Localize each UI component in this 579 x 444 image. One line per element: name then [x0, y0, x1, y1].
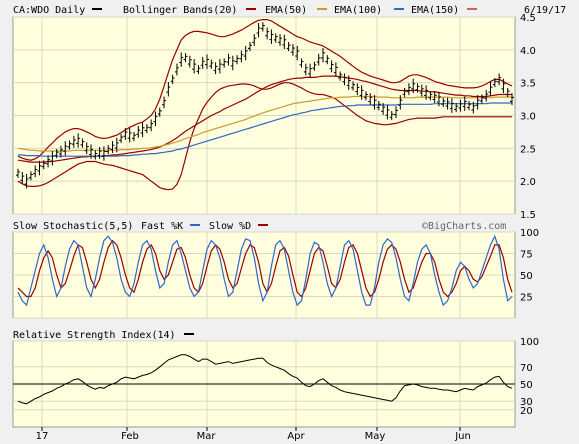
x-tick-label: May — [365, 431, 386, 442]
x-tick-label: Feb — [121, 431, 139, 442]
ema150-line — [18, 102, 512, 157]
ema100-line — [17, 95, 512, 152]
bollinger-lower-line — [17, 82, 512, 191]
legend-swatch-price — [92, 8, 102, 10]
stochastic-lines — [17, 234, 513, 307]
y-tick-label: 1.5 — [520, 210, 536, 221]
legend-swatch-bollinger — [246, 8, 256, 10]
y-tick-label: 3.5 — [520, 79, 536, 90]
legend-ema50: EMA(50) — [265, 5, 307, 16]
x-tick-label: Mar — [197, 431, 217, 442]
legend-bollinger: Bollinger Bands(20) — [123, 5, 237, 16]
rsi-title: Relative Strength Index(14) — [13, 330, 176, 341]
y-tick-label: 4.5 — [520, 13, 536, 24]
x-axis-labels: 17 Feb Mar Apr May Jun — [36, 427, 471, 442]
legend-swatch-fast-k — [190, 224, 200, 226]
y-tick-label: 4.0 — [520, 46, 536, 57]
y-tick-label: 70 — [520, 363, 533, 374]
price-bars — [16, 22, 514, 189]
legend-ema150: EMA(150) — [411, 5, 459, 16]
y-tick-label: 3.0 — [520, 112, 536, 123]
stochastic-legend: Slow Stochastic(5,5) Fast %K Slow %D ©Bi… — [13, 221, 506, 232]
y-tick-label: 30 — [520, 397, 533, 408]
bollinger-upper-line — [17, 19, 513, 161]
legend-swatch-ema150 — [467, 8, 477, 10]
price-y-axis: 1.5 2.0 2.5 3.0 3.5 4.0 4.5 — [520, 13, 536, 221]
legend-swatch-ema50 — [317, 8, 327, 10]
y-tick-label: 2.5 — [520, 144, 536, 155]
stochastic-y-axis: 25 50 75 100 — [520, 228, 539, 304]
y-tick-label: 2.0 — [520, 177, 536, 188]
price-legend: CA:WDO Daily Bollinger Bands(20) EMA(50)… — [13, 5, 566, 16]
x-tick-label: Jun — [454, 431, 471, 442]
y-tick-label: 20 — [520, 406, 533, 417]
legend-ema100: EMA(100) — [334, 5, 382, 16]
y-tick-label: 25 — [520, 293, 533, 304]
price-panel: 1.5 2.0 2.5 3.0 3.5 4.0 4.5 — [12, 13, 536, 221]
rsi-legend: Relative Strength Index(14) — [13, 330, 194, 341]
x-tick-label: 17 — [36, 431, 49, 442]
x-tick-label: Apr — [287, 431, 305, 442]
legend-slow-d: Slow %D — [209, 221, 251, 232]
y-tick-label: 100 — [520, 228, 539, 239]
price-lines — [17, 19, 513, 191]
symbol-label: CA:WDO Daily — [13, 5, 85, 16]
legend-swatch-ema100 — [394, 8, 404, 10]
y-tick-label: 75 — [520, 250, 533, 261]
chart-date: 6/19/17 — [524, 5, 566, 16]
slow-d-line — [17, 239, 513, 298]
price-grid — [13, 16, 515, 215]
legend-fast-k: Fast %K — [141, 221, 183, 232]
legend-swatch-rsi — [184, 333, 194, 335]
y-tick-label: 50 — [520, 380, 533, 391]
stochastic-panel: 25 50 75 100 — [12, 228, 539, 319]
y-tick-label: 50 — [520, 271, 533, 282]
bigcharts-watermark: ©BigCharts.com — [422, 221, 506, 232]
rsi-line — [17, 354, 513, 405]
stochastic-title: Slow Stochastic(5,5) — [13, 221, 133, 232]
y-tick-label: 100 — [520, 337, 539, 348]
legend-swatch-slow-d — [258, 224, 268, 226]
fast-k-line — [17, 234, 513, 307]
rsi-lines — [13, 354, 515, 405]
